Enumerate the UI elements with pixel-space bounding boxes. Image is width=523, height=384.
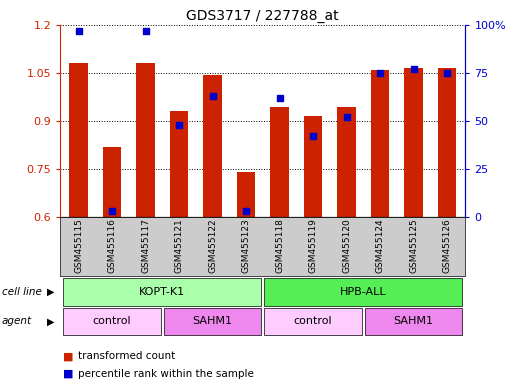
Bar [304,116,322,217]
Bar [438,68,456,217]
Point [175,122,183,128]
Text: ▶: ▶ [47,287,54,297]
Text: SAHM1: SAHM1 [192,316,233,326]
Text: GSM455117: GSM455117 [141,218,150,273]
Point [343,114,351,120]
Bar [337,107,356,217]
Text: percentile rank within the sample: percentile rank within the sample [78,369,254,379]
Bar [203,74,222,217]
Text: GSM455115: GSM455115 [74,218,83,273]
Point [208,93,217,99]
Bar [103,147,121,217]
Bar [237,172,255,217]
Text: ■: ■ [63,351,73,361]
Point [74,28,83,34]
Text: GSM455122: GSM455122 [208,219,217,273]
Point [309,133,317,139]
Text: agent: agent [2,316,32,326]
Bar [70,63,88,217]
Text: KOPT-K1: KOPT-K1 [139,287,185,297]
Point [443,70,451,76]
Text: GSM455118: GSM455118 [275,218,284,273]
Text: GSM455121: GSM455121 [175,218,184,273]
Point [242,208,250,214]
Text: GSM455116: GSM455116 [108,218,117,273]
Text: cell line: cell line [2,287,41,297]
Text: GSM455124: GSM455124 [376,219,384,273]
Text: GSM455125: GSM455125 [409,218,418,273]
Bar [371,70,389,217]
Bar [270,107,289,217]
Text: ■: ■ [63,369,73,379]
Bar [170,111,188,217]
Bar [404,68,423,217]
Text: HPB-ALL: HPB-ALL [340,287,386,297]
Text: transformed count: transformed count [78,351,176,361]
Point [410,66,418,72]
Text: control: control [294,316,333,326]
Text: SAHM1: SAHM1 [393,316,434,326]
Point [276,95,284,101]
Point [141,28,150,34]
Text: ▶: ▶ [47,316,54,326]
Bar [137,63,155,217]
Text: GSM455126: GSM455126 [442,218,451,273]
Point [376,70,384,76]
Title: GDS3717 / 227788_at: GDS3717 / 227788_at [187,8,339,23]
Text: GSM455123: GSM455123 [242,218,251,273]
Text: GSM455119: GSM455119 [309,218,317,273]
Point [108,208,116,214]
Text: GSM455120: GSM455120 [342,218,351,273]
Text: control: control [93,316,131,326]
